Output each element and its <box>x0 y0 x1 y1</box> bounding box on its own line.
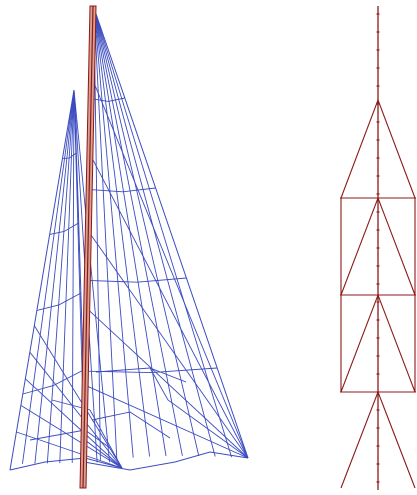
mast <box>79 5 97 489</box>
jib-clew-radial <box>20 405 123 469</box>
frame-stay-triangle <box>340 196 416 296</box>
mainsail-clew-radial <box>90 234 249 459</box>
jib-radial <box>21 89 75 464</box>
jib-radial <box>34 89 75 464</box>
mainsail-batten <box>85 367 218 374</box>
mainsail-radial <box>93 7 200 457</box>
mainsail-radial <box>93 7 134 458</box>
mainsail-clew-radial <box>93 83 249 459</box>
mainsail-clew-radial <box>89 310 249 459</box>
sail-wireframe-panel <box>9 5 249 489</box>
jib-seam <box>62 152 77 159</box>
jib-seam <box>36 292 82 311</box>
jib-clew-radial <box>33 325 123 469</box>
frame-stay-triangle <box>340 293 416 393</box>
mainsail-radial <box>93 7 216 457</box>
mainsail-foot <box>83 451 249 471</box>
mainsail-clew-radial <box>92 159 249 459</box>
frame-stay-triangle <box>340 98 416 199</box>
jib-foot-panel <box>51 399 123 469</box>
mainsail-batten <box>87 277 187 283</box>
mainsail-radial <box>93 7 151 457</box>
jib-foot <box>9 457 123 471</box>
jib-luff <box>9 89 75 471</box>
jib-radial <box>59 89 75 464</box>
mainsail-radial <box>93 7 101 461</box>
mainsail-mesh <box>83 7 249 471</box>
jib-radial <box>46 89 75 464</box>
jib-clew-radial <box>25 378 123 469</box>
mainsail-clew-radial <box>87 385 249 459</box>
jib-clew-radial <box>16 431 123 469</box>
mainsail-foot-panel <box>149 367 249 459</box>
mainsail-batten <box>91 97 125 102</box>
mast-centerline <box>82 5 94 489</box>
mainsail-radial <box>93 7 183 456</box>
jib-seam <box>22 369 84 395</box>
jib-leech <box>73 89 123 469</box>
jib-clew-radial <box>29 351 123 469</box>
mast-frame-panel <box>340 6 416 490</box>
mainsail-foot-panel <box>95 367 187 383</box>
frame-stay-triangle <box>340 390 416 489</box>
mainsail-radial <box>93 7 118 459</box>
mainsail-radial <box>93 7 233 458</box>
jib-mesh <box>9 89 123 471</box>
mainsail-leech <box>93 7 249 459</box>
mainsail-foot-panel <box>91 411 171 439</box>
jib-radial <box>71 89 75 463</box>
mainsail-batten <box>89 187 156 193</box>
jib-seam <box>49 222 79 235</box>
jib-radial <box>73 89 111 463</box>
